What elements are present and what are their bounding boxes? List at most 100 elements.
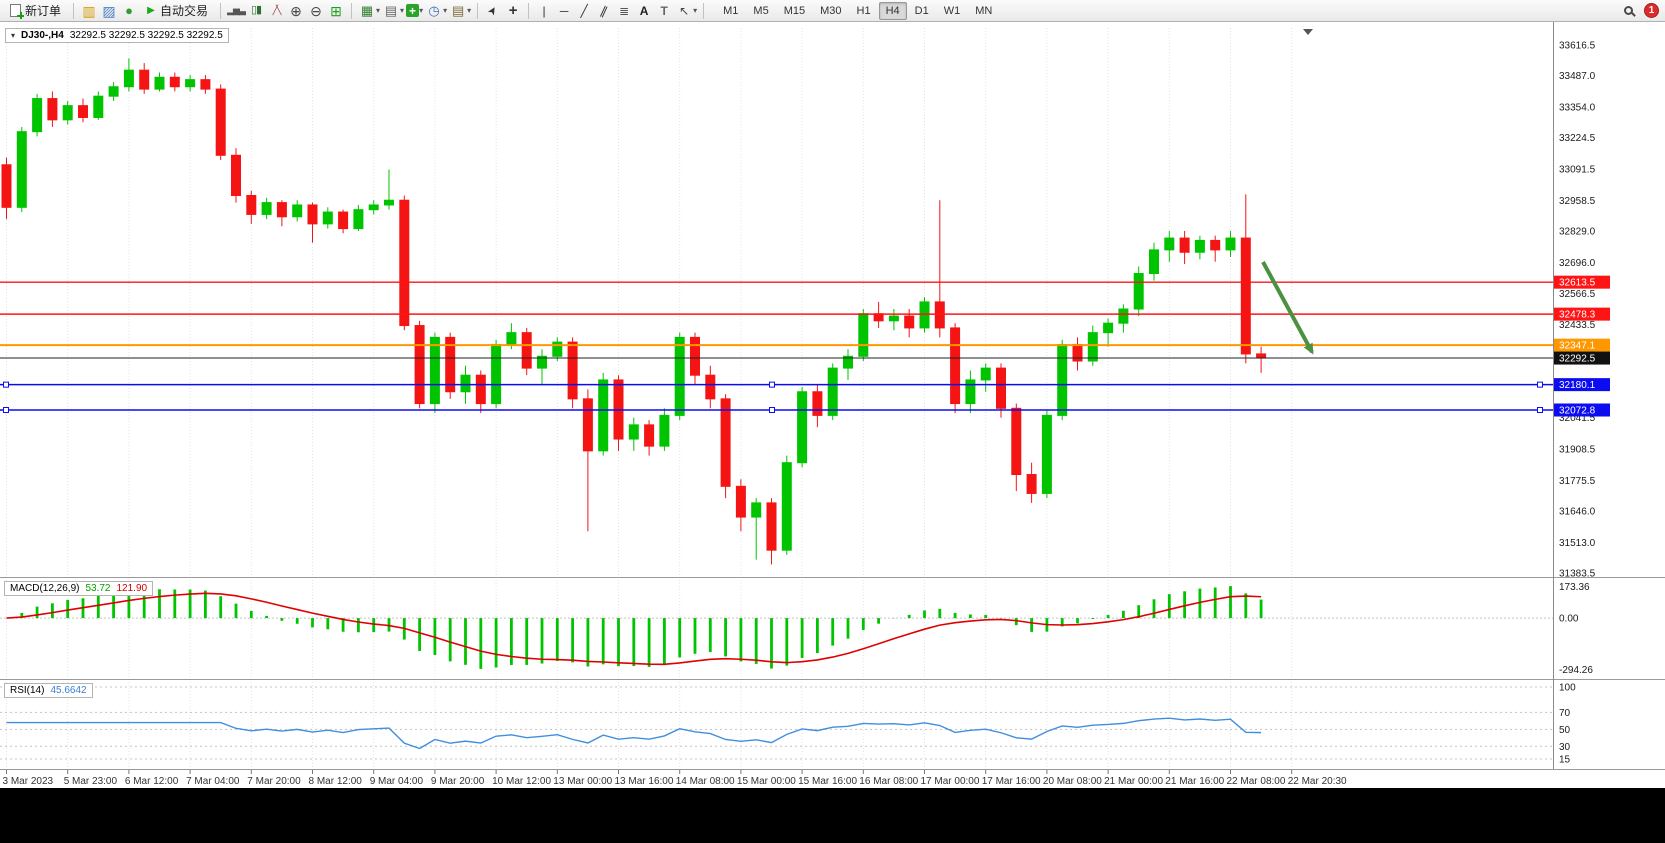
macd-scale-label: 173.36	[1559, 582, 1590, 593]
hline-price-text: 32478.3	[1559, 310, 1596, 321]
candle-up	[460, 374, 471, 393]
chevron-down-icon[interactable]: ▾	[693, 6, 698, 15]
text-tool-icon[interactable]: A	[639, 3, 649, 18]
macd-value: 53.72	[85, 583, 111, 594]
collapse-triangle-icon[interactable]: ▾	[11, 31, 16, 40]
rsi-scale-label: 70	[1559, 708, 1571, 719]
timeframe-w1[interactable]: W1	[943, 4, 961, 17]
toolbar-separator	[703, 2, 705, 19]
arrows-tool-icon[interactable]: ↖	[679, 3, 690, 18]
chevron-down-icon[interactable]: ▾	[443, 6, 448, 15]
time-label: 13 Mar 16:00	[615, 776, 674, 787]
bar-chart-icon[interactable]: ▂▅▃	[227, 5, 246, 15]
candle-down	[445, 336, 456, 393]
timeframe-m30[interactable]: M30	[820, 4, 842, 17]
price-axis-label: 33224.5	[1559, 133, 1596, 144]
new-order-label: 新订单	[25, 4, 62, 18]
trendline-tool-icon[interactable]: ╱	[580, 3, 588, 18]
rsi-line	[6, 717, 1262, 750]
main-toolbar: 新订单 ▥ ▨ ● ▶ 自动交易 ▂▅▃ ▯▮ ╱╲ ⊕ ⊖ ⊞ ▦ ▾ ▤ ▾…	[0, 0, 1665, 22]
candle-down	[307, 204, 318, 225]
tile-windows-icon[interactable]: ⊞	[330, 2, 342, 19]
indicators-icon[interactable]: ▦	[360, 3, 374, 18]
chart-title-chip[interactable]: ▾ DJ30-,H4 32292.5 32292.5 32292.5 32292…	[5, 28, 229, 43]
auto-trading-button[interactable]: ▶ 自动交易	[140, 1, 214, 20]
period-clock-icon[interactable]: ◷	[428, 3, 440, 18]
candle-down	[1210, 239, 1221, 251]
hline-handle[interactable]	[769, 381, 775, 388]
time-label: 22 Mar 20:30	[1288, 776, 1347, 787]
chevron-down-icon[interactable]: ▾	[419, 6, 424, 15]
label-tool-icon[interactable]: T	[660, 3, 668, 18]
candle-up	[628, 424, 639, 440]
candlestick-chart-icon[interactable]: ▯▮	[250, 4, 262, 16]
bid-price-text: 32292.5	[1559, 354, 1596, 365]
chevron-down-icon[interactable]: ▾	[376, 6, 381, 15]
timeframe-m1[interactable]: M1	[723, 4, 739, 17]
zoom-out-icon[interactable]: ⊖	[310, 2, 322, 19]
time-label: 17 Mar 00:00	[921, 776, 980, 787]
candle-up	[491, 343, 502, 405]
candle-up	[1057, 343, 1068, 416]
add-indicator-icon[interactable]: +	[406, 4, 420, 17]
timeframe-h4[interactable]: H4	[878, 1, 907, 20]
price-axis-label: 31775.5	[1559, 476, 1596, 487]
timeframe-d1[interactable]: D1	[914, 4, 929, 17]
cursor-icon[interactable]: ➤	[485, 3, 501, 18]
candle-up	[659, 414, 670, 447]
fibonacci-tool-icon[interactable]: ≣	[619, 3, 630, 18]
notification-badge[interactable]: 1	[1644, 3, 1659, 18]
chart-area[interactable]: 3 Mar 2023 5 Mar 23:00 6 Mar 12:00 7 Mar 04…	[0, 22, 1665, 788]
price-axis-label: 31383.5	[1559, 568, 1596, 579]
hline-handle[interactable]	[1537, 407, 1543, 414]
chart-shift-marker[interactable]	[1303, 29, 1313, 35]
candle-up	[16, 131, 27, 208]
candle-up	[598, 379, 609, 452]
rsi-scale-label: 15	[1559, 754, 1571, 765]
chart-canvas[interactable]: 3 Mar 2023 5 Mar 23:00 6 Mar 12:00 7 Mar 04…	[0, 22, 1665, 788]
candle-up	[1225, 237, 1236, 251]
hline-handle[interactable]	[1537, 381, 1543, 388]
candle-up	[384, 199, 394, 206]
candle-down	[475, 374, 486, 405]
channel-tool-icon[interactable]: ∥	[598, 2, 610, 19]
price-axis-label: 32041.5	[1559, 413, 1596, 424]
timeframe-mn[interactable]: MN	[975, 4, 993, 17]
toolbar-separator	[528, 2, 530, 19]
line-chart-icon[interactable]: ╱╲	[272, 5, 282, 15]
hline-handle[interactable]	[3, 407, 9, 414]
trend-arrow-object[interactable]	[1261, 261, 1314, 355]
toolbar-separator	[477, 2, 479, 19]
candle-down	[231, 154, 241, 197]
template-icon[interactable]: ▤	[451, 3, 465, 18]
candle-down	[200, 79, 211, 90]
candle-down	[78, 105, 88, 118]
price-axis-label: 32958.5	[1559, 196, 1596, 207]
candle-up	[185, 79, 196, 88]
candle-up	[62, 105, 73, 121]
candle-up	[123, 69, 134, 88]
vertical-line-tool-icon[interactable]: |	[542, 3, 546, 18]
new-order-button[interactable]: 新订单	[4, 1, 67, 20]
search-icon[interactable]	[1624, 6, 1633, 15]
candle-down	[399, 199, 410, 327]
market-watch-icon[interactable]: ▥	[82, 2, 96, 19]
price-axis-label: 32829.0	[1559, 227, 1596, 238]
timeframe-m5[interactable]: M5	[753, 4, 769, 17]
data-window-icon[interactable]: ▨	[102, 2, 116, 19]
hline-handle[interactable]	[769, 407, 775, 414]
chevron-down-icon[interactable]: ▾	[467, 6, 472, 15]
chart-symbol-period: DJ30-,H4	[21, 30, 64, 41]
zoom-in-icon[interactable]: ⊕	[290, 2, 302, 19]
timeframe-m15[interactable]: M15	[783, 4, 806, 17]
time-label: 16 Mar 08:00	[859, 776, 918, 787]
horizontal-line-tool-icon[interactable]: ─	[559, 3, 569, 18]
candle-up	[1087, 332, 1098, 362]
indicator-list-icon[interactable]: ▤	[384, 3, 398, 18]
candle-down	[276, 202, 287, 218]
timeframe-h1[interactable]: H1	[856, 4, 871, 17]
crosshair-icon[interactable]: +	[508, 2, 518, 19]
hline-handle[interactable]	[3, 381, 9, 388]
chevron-down-icon[interactable]: ▾	[400, 6, 405, 15]
navigator-icon[interactable]: ●	[125, 3, 133, 18]
